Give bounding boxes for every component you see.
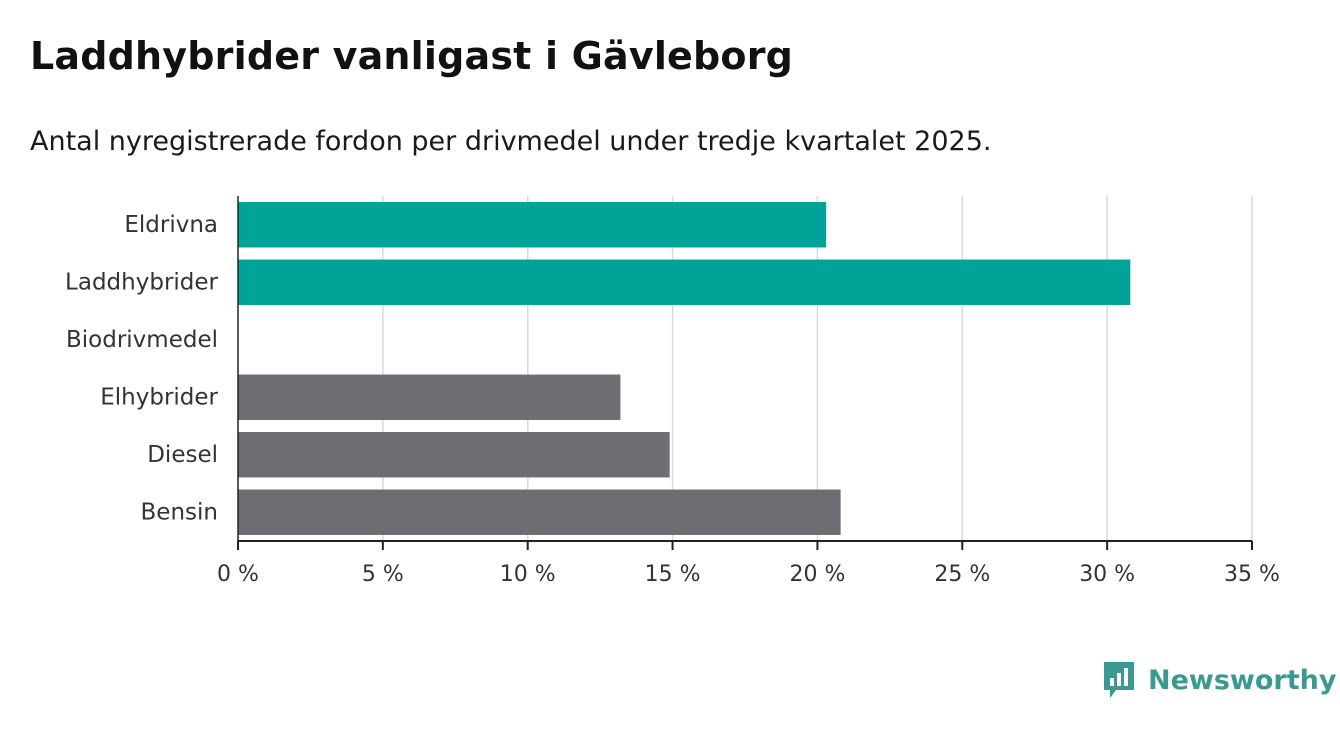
x-tick-label: 15 % [645,562,701,587]
bar-bensin [238,489,841,535]
category-label: Elhybrider [100,384,218,410]
bar-chart: 0 % 5 % 10 % 15 % 20 % 25 % 30 % 35 % Eldrivna L… [65,196,1280,587]
bar-elhybrider [238,374,621,420]
x-tick-label: 25 % [934,562,990,587]
newsworthy-logo-icon [1104,662,1134,698]
grid-lines [382,196,1253,541]
x-tick-label: 20 % [789,562,845,587]
brand-name: Newsworthy [1148,664,1337,696]
brand-logo: Newsworthy [1102,660,1336,700]
bar-diesel [238,432,670,478]
category-labels: Eldrivna Laddhybrider Biodrivmedel Elhybrid… [65,212,218,526]
x-tick-label: 5 % [362,562,404,587]
chart-title: Laddhybrider vanligast i Gävleborg [30,34,794,78]
x-tick-label: 30 % [1079,562,1135,587]
category-label: Bensin [141,499,218,525]
category-label: Eldrivna [124,212,218,238]
category-label: Laddhybrider [65,269,218,295]
category-label: Diesel [147,442,218,468]
bar-eldrivna [238,202,827,248]
x-axis: 0 % 5 % 10 % 15 % 20 % 25 % 30 % 35 % [217,196,1280,587]
bar-laddhybrider [238,259,1131,305]
x-tick-label: 0 % [217,562,259,587]
bars [238,202,1131,535]
chart-subtitle: Antal nyregistrerade fordon per drivmede… [30,126,992,157]
x-tick-label: 10 % [500,562,556,587]
x-tick-label: 35 % [1224,562,1280,587]
category-label: Biodrivmedel [66,327,218,353]
